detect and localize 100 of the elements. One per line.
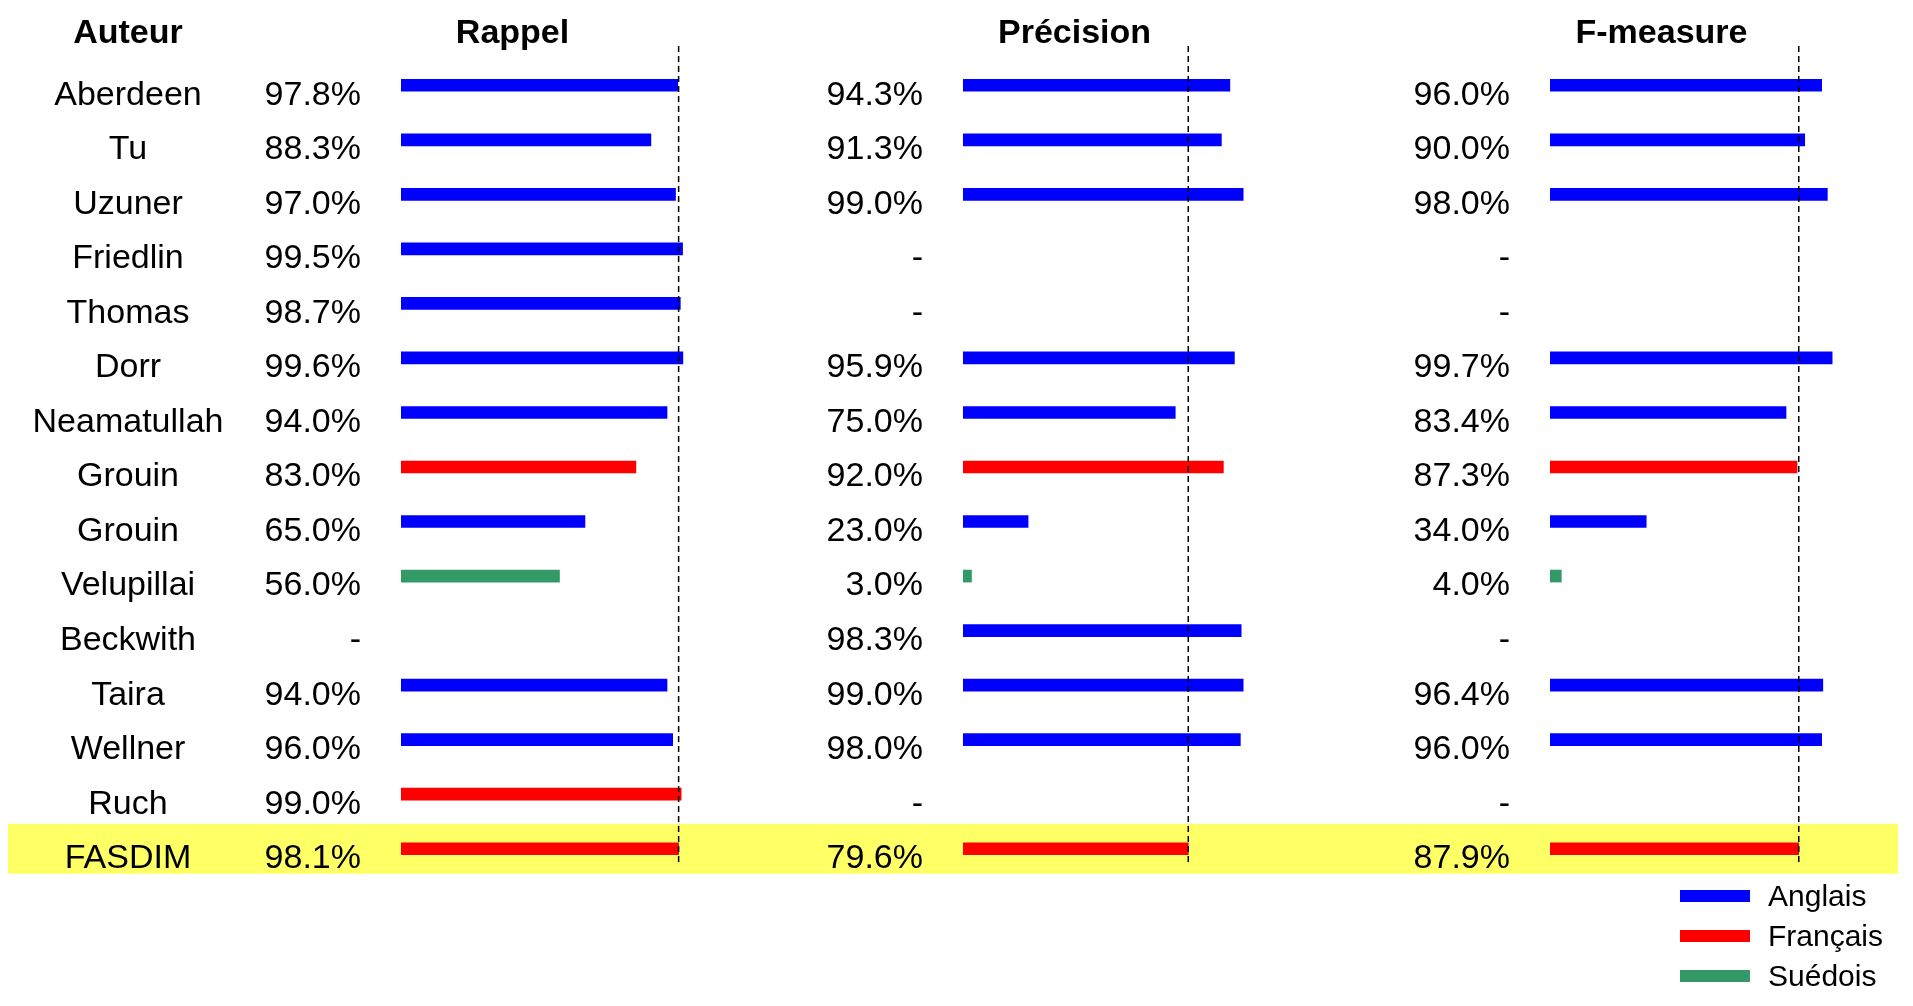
data-label: 83.0% bbox=[264, 455, 361, 494]
data-label: 98.0% bbox=[826, 728, 923, 767]
data-label: 65.0% bbox=[264, 509, 361, 548]
text: - bbox=[349, 618, 361, 657]
text: - bbox=[1498, 618, 1510, 657]
bar bbox=[963, 78, 1231, 92]
chart-title: Précision bbox=[997, 12, 1152, 51]
data-label: 98.3% bbox=[826, 618, 923, 657]
bar bbox=[963, 515, 1029, 528]
bar bbox=[963, 188, 1244, 201]
bar bbox=[401, 787, 682, 801]
bar bbox=[963, 406, 1176, 419]
data-label: 90.0% bbox=[1413, 128, 1510, 167]
bar bbox=[1550, 515, 1647, 528]
data-label: 99.7% bbox=[1413, 346, 1510, 385]
data-label: 56.0% bbox=[264, 564, 361, 603]
bar bbox=[963, 842, 1189, 856]
data-label: 23.0% bbox=[826, 509, 923, 548]
bar bbox=[401, 188, 676, 201]
y-tick-label: Uzuner bbox=[73, 182, 183, 221]
bar bbox=[963, 351, 1235, 365]
y-tick-label: Aberdeen bbox=[54, 73, 202, 112]
bar bbox=[401, 133, 652, 147]
y-tick-label: Grouin bbox=[76, 509, 180, 548]
data-label: 94.0% bbox=[264, 673, 361, 712]
y-tick-label: Tu bbox=[108, 128, 148, 167]
text: - bbox=[1498, 237, 1510, 276]
y-tick-label: Thomas bbox=[66, 291, 190, 330]
y-tick-label: Ruch bbox=[88, 782, 168, 821]
bar bbox=[401, 242, 683, 256]
y-tick-label: Velupillai bbox=[60, 564, 196, 603]
data-label: 95.9% bbox=[826, 346, 923, 385]
bar bbox=[1550, 133, 1806, 147]
text: - bbox=[911, 782, 923, 821]
y-tick-label: Taira bbox=[91, 673, 165, 712]
bar bbox=[401, 733, 674, 746]
data-label: 96.0% bbox=[1413, 73, 1510, 112]
bar bbox=[1550, 569, 1562, 583]
data-label: 97.8% bbox=[264, 73, 361, 112]
text: - bbox=[911, 237, 923, 276]
data-label: 34.0% bbox=[1413, 509, 1510, 548]
bar bbox=[1550, 406, 1787, 419]
data-label: 91.3% bbox=[826, 128, 923, 167]
data-label: 96.0% bbox=[1413, 728, 1510, 767]
legend-label: Anglais bbox=[1768, 879, 1868, 913]
data-label: 99.5% bbox=[264, 237, 361, 276]
legend-label: Suédois bbox=[1768, 959, 1878, 993]
y-tick-label: Wellner bbox=[70, 728, 186, 767]
data-label: 99.0% bbox=[826, 182, 923, 221]
bar bbox=[1550, 188, 1828, 201]
bar bbox=[963, 678, 1244, 692]
bar bbox=[401, 842, 679, 856]
bar bbox=[1550, 351, 1833, 365]
bar bbox=[963, 624, 1242, 637]
bar bbox=[401, 515, 586, 528]
data-label: 88.3% bbox=[264, 128, 361, 167]
text: - bbox=[911, 291, 923, 330]
y-tick-label: Neamatullah bbox=[32, 400, 224, 439]
data-label: 99.6% bbox=[264, 346, 361, 385]
bar bbox=[401, 569, 560, 583]
bar bbox=[1550, 842, 1800, 856]
data-label: 4.0% bbox=[1432, 564, 1510, 603]
bar bbox=[401, 460, 637, 474]
data-label: 94.0% bbox=[264, 400, 361, 439]
bar bbox=[963, 569, 972, 583]
data-label: 87.9% bbox=[1413, 837, 1510, 876]
chart-title: F-measure bbox=[1575, 12, 1748, 51]
data-label: 98.7% bbox=[264, 291, 361, 330]
data-label: 79.6% bbox=[826, 837, 923, 876]
bar bbox=[1550, 678, 1824, 692]
bar bbox=[963, 133, 1222, 147]
chart-title: Rappel bbox=[455, 12, 570, 51]
y-tick-label: Grouin bbox=[76, 455, 180, 494]
data-label: 94.3% bbox=[826, 73, 923, 112]
data-label: 98.1% bbox=[264, 837, 361, 876]
data-label: 3.0% bbox=[845, 564, 923, 603]
text: - bbox=[1498, 782, 1510, 821]
data-label: 98.0% bbox=[1413, 182, 1510, 221]
data-label: 97.0% bbox=[264, 182, 361, 221]
data-label: 75.0% bbox=[826, 400, 923, 439]
y-tick-label: Dorr bbox=[94, 346, 162, 385]
data-label: 87.3% bbox=[1413, 455, 1510, 494]
bar bbox=[963, 460, 1224, 474]
data-label: 96.4% bbox=[1413, 673, 1510, 712]
data-label: 99.0% bbox=[826, 673, 923, 712]
bar bbox=[401, 78, 679, 92]
legend-label: Français bbox=[1768, 919, 1885, 953]
y-axis-title: Auteur bbox=[73, 12, 183, 51]
bar bbox=[1550, 78, 1823, 92]
data-label: 96.0% bbox=[264, 728, 361, 767]
bar bbox=[1550, 733, 1823, 746]
bar bbox=[1550, 460, 1798, 474]
data-label: 83.4% bbox=[1413, 400, 1510, 439]
bar bbox=[401, 678, 668, 692]
y-tick-label: Friedlin bbox=[72, 237, 184, 276]
bar bbox=[401, 351, 684, 365]
bar bbox=[401, 406, 668, 419]
data-label: 92.0% bbox=[826, 455, 923, 494]
y-tick-label: FASDIM bbox=[64, 837, 192, 876]
text: - bbox=[1498, 291, 1510, 330]
